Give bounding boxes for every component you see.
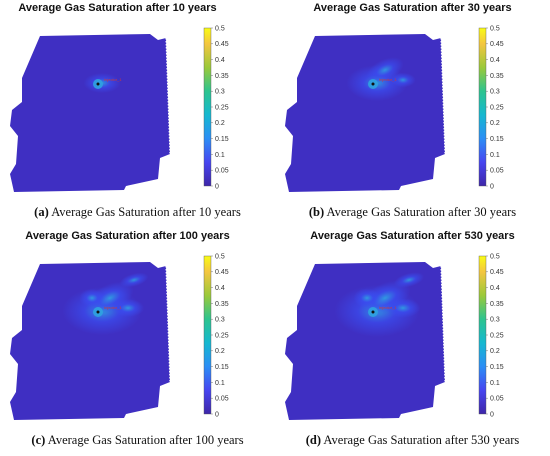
panel-100-years: Average Gas Saturation after 100 years I… [0, 228, 275, 456]
colorbar-tick-label: 0.05 [490, 396, 504, 403]
gas-plume [83, 73, 121, 93]
caption-text: Average Gas Saturation after 30 years [326, 205, 517, 219]
panel-30-years: Average Gas Saturation after 30 years In… [275, 0, 550, 228]
colorbar-tick-label: 0.1 [215, 380, 225, 387]
colorbar-tick-label: 0.25 [490, 104, 504, 111]
caption-text: Average Gas Saturation after 10 years [51, 205, 241, 219]
grid-edge [165, 265, 171, 383]
caption-letter: (b) [308, 205, 325, 219]
caption-text: Average Gas Saturation after 100 years [47, 433, 244, 447]
colorbar-tick-label: 0.45 [215, 269, 229, 276]
colorbar-tick-label: 0.4 [215, 57, 225, 64]
figure-caption: (b) Average Gas Saturation after 30 year… [275, 205, 550, 220]
colorbar-tick-label: 0.05 [215, 396, 229, 403]
colorbar [203, 27, 212, 187]
saturation-map: Injector_1 0 0.05 0.1 0.15 0.2 0.25 0.3 0.35 0.4 0… [285, 253, 504, 420]
grid-edge [440, 265, 446, 383]
caption-letter: (c) [31, 433, 46, 447]
injection-well-marker [371, 82, 375, 86]
plot-title: Average Gas Saturation after 30 years [313, 2, 512, 14]
colorbar-tick-label: 0.5 [215, 25, 225, 32]
plot-title: Average Gas Saturation after 10 years [18, 2, 217, 14]
grid-edge [165, 37, 171, 155]
well-label: Injector_1 [104, 305, 122, 310]
colorbar-tick-label: 0.5 [215, 253, 225, 260]
well-label: Injector_1 [379, 305, 397, 310]
colorbar-tick-label: 0.15 [215, 364, 229, 371]
panel-530-years: Average Gas Saturation after 530 years I… [275, 228, 550, 456]
colorbar-tick-label: 0.1 [490, 152, 500, 159]
figure-caption: (d) Average Gas Saturation after 530 yea… [275, 433, 550, 448]
colorbar-tick-label: 0.15 [490, 136, 504, 143]
panel-10-years: Average Gas Saturation after 10 years In… [0, 0, 275, 228]
colorbar-tick-label: 0 [490, 411, 494, 418]
gas-plume [346, 57, 416, 101]
colorbar-tick-label: 0.4 [490, 285, 500, 292]
injection-well-marker [96, 82, 100, 86]
colorbar-tick-label: 0 [215, 411, 219, 418]
colorbar-tick-label: 0.4 [490, 57, 500, 64]
colorbar-tick-label: 0.05 [215, 168, 229, 175]
caption-letter: (a) [34, 205, 49, 219]
figure-caption: (a) Average Gas Saturation after 10 year… [0, 205, 275, 220]
colorbar-tick-label: 0.5 [490, 25, 500, 32]
colorbar-tick-label: 0.3 [490, 89, 500, 96]
injection-well-marker [96, 310, 100, 314]
colorbar-tick-label: 0.2 [215, 120, 225, 127]
colorbar-tick-label: 0.3 [215, 89, 225, 96]
reservoir-domain [10, 34, 170, 192]
gas-plume [62, 272, 149, 335]
colorbar [203, 255, 212, 415]
caption-text: Average Gas Saturation after 530 years [323, 433, 520, 447]
colorbar-tick-label: 0.5 [490, 253, 500, 260]
plot-title: Average Gas Saturation after 100 years [25, 230, 230, 242]
colorbar-tick-label: 0 [215, 183, 219, 190]
colorbar-tick-label: 0 [490, 183, 494, 190]
colorbar-tick-label: 0.35 [490, 301, 504, 308]
colorbar-tick-label: 0.15 [215, 136, 229, 143]
colorbar-tick-label: 0.2 [490, 348, 500, 355]
saturation-map: Injector_1 0 0.05 0.1 0.15 0.2 0.25 0.3 0.35 0.4 0… [10, 25, 229, 192]
colorbar-tick-label: 0.35 [215, 301, 229, 308]
colorbar-tick-label: 0.2 [215, 348, 225, 355]
colorbar-tick-label: 0.45 [490, 269, 504, 276]
colorbar-tick-label: 0.35 [215, 73, 229, 80]
colorbar-tick-label: 0.15 [490, 364, 504, 371]
colorbar-tick-label: 0.2 [490, 120, 500, 127]
colorbar-tick-label: 0.25 [215, 332, 229, 339]
caption-letter: (d) [305, 433, 321, 447]
saturation-map: Injector_1 0 0.05 0.1 0.15 0.2 0.25 0.3 0.35 0.4 0… [285, 25, 504, 192]
colorbar-tick-label: 0.1 [215, 152, 225, 159]
colorbar-tick-label: 0.3 [490, 317, 500, 324]
well-label: Injector_1 [379, 77, 397, 82]
plot-title: Average Gas Saturation after 530 years [310, 230, 515, 242]
colorbar-tick-label: 0.45 [215, 41, 229, 48]
figure-caption: (c) Average Gas Saturation after 100 yea… [0, 433, 275, 448]
colorbar-tick-label: 0.05 [490, 168, 504, 175]
colorbar-tick-label: 0.45 [490, 41, 504, 48]
reservoir-domain [285, 34, 445, 192]
colorbar-tick-label: 0.4 [215, 285, 225, 292]
reservoir-domain [10, 262, 170, 420]
colorbar [478, 27, 487, 187]
reservoir-domain [285, 262, 445, 420]
saturation-map: Injector_1 0 0.05 0.1 0.15 0.2 0.25 0.3 0.35 0.4 0… [10, 253, 229, 420]
colorbar [478, 255, 487, 415]
colorbar-tick-label: 0.35 [490, 73, 504, 80]
colorbar-tick-label: 0.3 [215, 317, 225, 324]
colorbar-tick-label: 0.25 [490, 332, 504, 339]
gas-plume [334, 272, 425, 337]
colorbar-tick-label: 0.25 [215, 104, 229, 111]
grid-edge [440, 37, 446, 155]
colorbar-tick-label: 0.1 [490, 380, 500, 387]
well-label: Injector_1 [104, 77, 122, 82]
injection-well-marker [371, 310, 375, 314]
